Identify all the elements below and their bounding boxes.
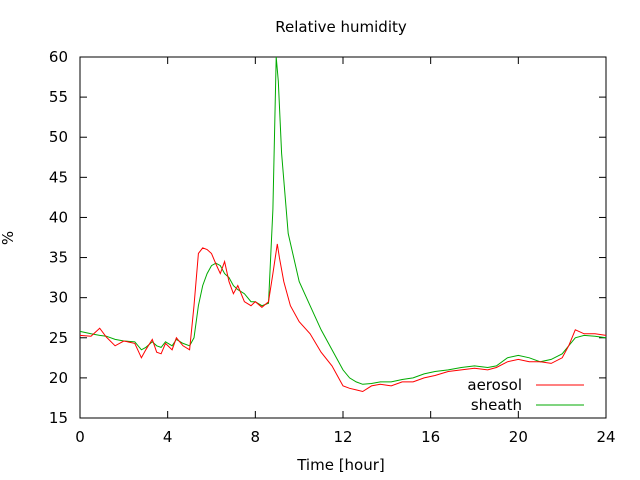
legend: aerosol sheath bbox=[467, 376, 584, 414]
x-tick-label: 20 bbox=[509, 428, 528, 446]
x-tick-label: 16 bbox=[421, 428, 440, 446]
y-tick-label: 60 bbox=[49, 48, 68, 66]
y-tick-label: 35 bbox=[49, 249, 68, 267]
y-tick-label: 15 bbox=[49, 409, 68, 427]
series-line-sheath bbox=[79, 56, 607, 385]
x-axis-label: Time [hour] bbox=[296, 456, 385, 474]
y-tick-label: 25 bbox=[49, 329, 68, 347]
y-tick-label: 45 bbox=[49, 168, 68, 186]
x-axis: 0 4 8 12 16 20 24 bbox=[75, 57, 616, 446]
x-tick-label: 24 bbox=[596, 428, 615, 446]
y-tick-label: 50 bbox=[49, 128, 68, 146]
legend-label-sheath: sheath bbox=[471, 396, 522, 414]
x-tick-label: 4 bbox=[163, 428, 173, 446]
series-line-aerosol bbox=[79, 243, 607, 393]
y-tick-label: 40 bbox=[49, 208, 68, 226]
y-tick-label: 20 bbox=[49, 369, 68, 387]
y-tick-label: 30 bbox=[49, 289, 68, 307]
x-tick-label: 12 bbox=[333, 428, 352, 446]
x-tick-label: 8 bbox=[251, 428, 261, 446]
plot-frame bbox=[79, 56, 607, 419]
chart-title: Relative humidity bbox=[275, 18, 407, 36]
legend-label-aerosol: aerosol bbox=[467, 376, 522, 394]
y-tick-label: 55 bbox=[49, 88, 68, 106]
y-axis-label: % bbox=[0, 231, 17, 245]
y-axis: 15 20 25 30 35 40 45 50 55 60 bbox=[49, 48, 606, 427]
x-tick-label: 0 bbox=[75, 428, 85, 446]
series-lines bbox=[79, 56, 607, 393]
